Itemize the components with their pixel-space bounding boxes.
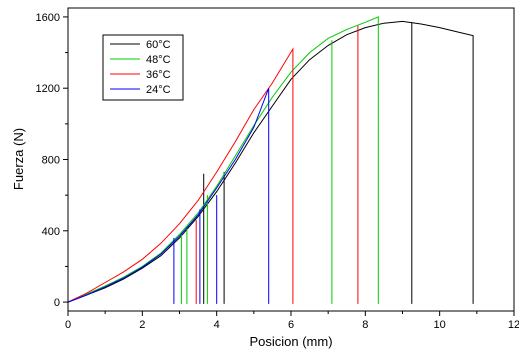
x-tick-label: 0 (65, 319, 71, 331)
x-axis-ticks: 0 2 4 6 8 10 12 (65, 311, 519, 331)
legend-label: 36°C (146, 69, 171, 81)
x-tick-label: 10 (434, 319, 446, 331)
y-tick-label: 1600 (36, 12, 60, 24)
y-tick-label: 1200 (36, 83, 60, 95)
legend: 60°C 48°C 36°C 24°C (103, 35, 183, 100)
x-axis-title: Posicion (mm) (249, 334, 332, 349)
y-tick-label: 400 (42, 226, 60, 238)
x-tick-label: 4 (214, 319, 220, 331)
x-tick-label: 6 (288, 319, 294, 331)
x-tick-label: 8 (362, 319, 368, 331)
x-tick-label: 2 (139, 319, 145, 331)
legend-box (103, 35, 183, 100)
x-tick-label: 12 (508, 319, 519, 331)
legend-label: 60°C (146, 39, 171, 51)
legend-label: 48°C (146, 54, 171, 66)
y-axis-ticks: 0 400 800 1200 1600 (36, 12, 68, 309)
y-tick-label: 800 (42, 155, 60, 167)
y-tick-label: 0 (54, 297, 60, 309)
y-axis-title: Fuerza (N) (11, 128, 26, 190)
legend-label: 24°C (146, 84, 171, 96)
